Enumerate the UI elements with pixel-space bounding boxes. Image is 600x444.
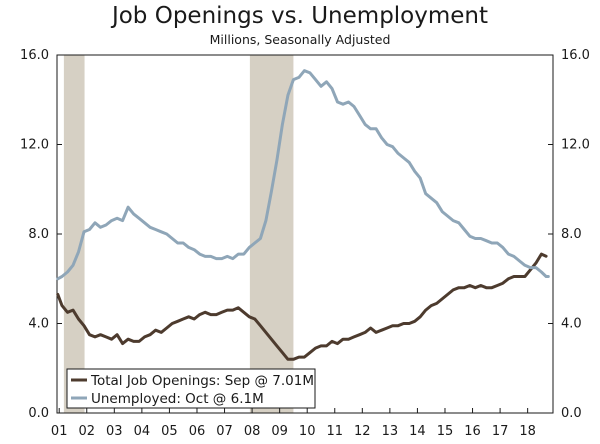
x-tick-label: 01 <box>51 424 68 439</box>
recession-band-2 <box>249 55 294 413</box>
legend-box <box>66 368 316 409</box>
x-tick-label: 16 <box>464 424 481 439</box>
y-tick-label-right: 4.0 <box>561 317 582 332</box>
y-tick-label-right: 8.0 <box>561 227 582 242</box>
y-tick-label-left: 16.0 <box>20 48 49 63</box>
x-tick-label: 17 <box>492 424 509 439</box>
x-tick-label: 12 <box>354 424 371 439</box>
x-tick-label: 18 <box>519 424 536 439</box>
x-tick-label: 11 <box>326 424 343 439</box>
chart-title: Job Openings vs. Unemployment <box>111 3 489 29</box>
x-tick-label: 09 <box>271 424 288 439</box>
y-tick-label-right: 16.0 <box>561 48 590 63</box>
series-line-1 <box>56 252 548 361</box>
y-tick-label-left: 0.0 <box>28 406 49 421</box>
x-tick-label: 13 <box>382 424 399 439</box>
chart-subtitle: Millions, Seasonally Adjusted <box>209 32 391 47</box>
x-tick-label: 10 <box>299 424 316 439</box>
x-tick-label: 04 <box>134 424 151 439</box>
x-tick-label: 05 <box>161 424 178 439</box>
legend-entry-1: Total Job Openings: Sep @ 7.01M <box>90 373 314 389</box>
x-tick-label: 03 <box>106 424 123 439</box>
x-tick-label: 07 <box>216 424 233 439</box>
x-tick-label: 08 <box>244 424 261 439</box>
plot-frame <box>56 54 554 414</box>
series-line-2 <box>56 69 550 281</box>
legend-entry-2: Unemployed: Oct @ 6.1M <box>91 391 264 407</box>
y-tick-label-right: 0.0 <box>561 406 582 421</box>
y-tick-label-left: 4.0 <box>28 317 49 332</box>
x-tick-label: 02 <box>78 424 95 439</box>
x-tick-label: 14 <box>409 424 426 439</box>
x-tick-label: 06 <box>189 424 206 439</box>
y-tick-label-left: 8.0 <box>28 227 49 242</box>
recession-band-1 <box>63 55 85 413</box>
y-tick-label-right: 12.0 <box>561 138 590 153</box>
x-tick-label: 15 <box>437 424 454 439</box>
y-tick-label-left: 12.0 <box>20 138 49 153</box>
